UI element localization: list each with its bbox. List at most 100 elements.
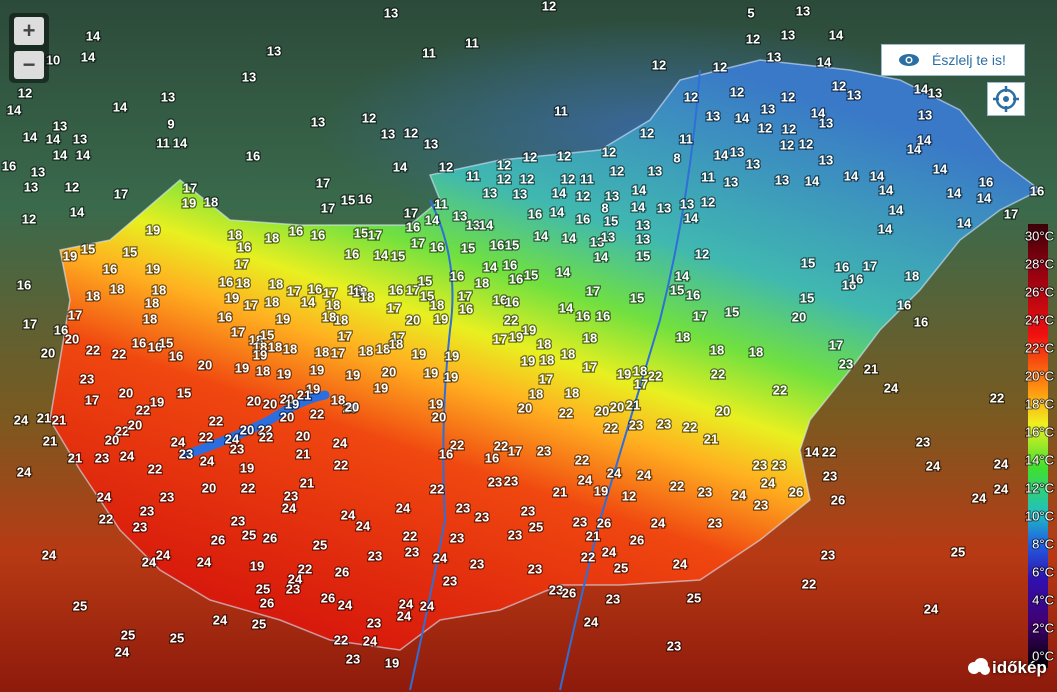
station-temperature: 14	[23, 129, 38, 144]
station-temperature: 14	[425, 212, 440, 227]
station-temperature: 19	[429, 396, 443, 411]
station-temperature: 16	[505, 294, 519, 309]
station-temperature: 18	[204, 194, 218, 209]
station-temperature: 14	[483, 259, 498, 274]
station-temperature: 19	[594, 483, 608, 498]
station-temperature: 16	[596, 308, 610, 323]
station-temperature: 20	[382, 364, 396, 379]
station-temperature: 23	[405, 544, 419, 559]
station-temperature: 13	[746, 156, 760, 171]
station-temperature: 25	[614, 560, 628, 575]
station-temperature: 13	[928, 85, 942, 100]
station-temperature: 13	[819, 152, 833, 167]
station-temperature: 24	[420, 598, 435, 613]
station-temperature: 22	[711, 366, 725, 381]
station-temperature: 14	[957, 215, 972, 230]
station-temperature: 23	[470, 556, 484, 571]
station-temperature: 11	[434, 196, 448, 211]
station-temperature: 12	[22, 211, 36, 226]
legend-label: 18°C	[1025, 396, 1054, 411]
station-temperature: 14	[556, 264, 571, 279]
station-temperature: 24	[926, 458, 941, 473]
station-temperature: 22	[334, 632, 348, 647]
station-temperature: 25	[121, 627, 135, 642]
station-temperature: 24	[607, 465, 622, 480]
station-temperature: 21	[586, 528, 600, 543]
station-temperature: 17	[316, 175, 330, 190]
station-temperature: 13	[267, 43, 281, 58]
station-temperature: 20	[432, 409, 446, 424]
station-temperature: 13	[242, 69, 256, 84]
station-temperature: 18	[540, 352, 554, 367]
station-temperature: 19	[434, 311, 448, 326]
station-temperature: 17	[508, 443, 522, 458]
zoom-in[interactable]: +	[14, 17, 44, 45]
station-temperature: 17	[244, 297, 258, 312]
station-temperature: 23	[537, 443, 551, 458]
station-temperature: 20	[128, 417, 142, 432]
station-temperature: 12	[695, 246, 709, 261]
legend-label: 0°C	[1032, 648, 1054, 663]
station-temperature: 23	[488, 474, 502, 489]
report-button[interactable]: Észlelj te is!	[881, 44, 1025, 76]
station-temperature: 23	[133, 519, 147, 534]
station-temperature: 23	[284, 488, 298, 503]
station-temperature: 24	[884, 380, 899, 395]
station-temperature: 22	[559, 405, 573, 420]
station-temperature: 23	[160, 489, 174, 504]
station-temperature: 23	[504, 473, 518, 488]
station-temperature: 13	[636, 231, 650, 246]
station-temperature: 22	[504, 312, 518, 327]
station-temperature: 23	[821, 547, 835, 562]
station-temperature: 15	[123, 244, 137, 259]
station-temperature: 13	[73, 131, 87, 146]
station-temperature: 11	[554, 103, 568, 118]
station-temperature: 22	[334, 457, 348, 472]
station-temperature: 19	[444, 369, 458, 384]
locate-button[interactable]	[987, 82, 1025, 116]
station-temperature: 23	[839, 356, 853, 371]
station-temperature: 18	[331, 392, 345, 407]
station-temperature: 14	[46, 131, 61, 146]
station-temperature: 22	[259, 429, 273, 444]
station-temperature: 19	[146, 222, 160, 237]
station-temperature: 18	[633, 363, 647, 378]
station-temperature: 12	[439, 159, 453, 174]
station-temperature: 17	[539, 371, 553, 386]
station-temperature: 19	[617, 366, 631, 381]
station-temperature: 23	[456, 500, 470, 515]
station-temperature: 16	[979, 174, 993, 189]
station-temperature: 18	[348, 282, 362, 297]
station-temperature: 17	[693, 308, 707, 323]
station-temperature: 17	[1004, 206, 1018, 221]
station-temperature: 14	[844, 168, 859, 183]
station-temperature: 15	[391, 248, 405, 263]
zoom-out[interactable]: −	[14, 51, 44, 79]
station-temperature: 17	[368, 227, 382, 242]
station-temperature: 16	[103, 261, 117, 276]
station-temperature: 18	[86, 288, 100, 303]
station-temperature: 20	[518, 400, 532, 415]
station-temperature: 23	[573, 514, 587, 529]
legend-label: 20°C	[1025, 368, 1054, 383]
station-temperature: 9	[167, 116, 174, 131]
station-temperature: 22	[136, 402, 150, 417]
station-temperature: 18	[228, 227, 242, 242]
station-temperature: 13	[918, 107, 932, 122]
station-temperature: 17	[23, 316, 37, 331]
station-temperature: 24	[156, 547, 171, 562]
station-temperature: 13	[657, 200, 671, 215]
station-temperature: 13	[384, 5, 398, 20]
station-temperature: 20	[240, 422, 254, 437]
station-temperature: 14	[559, 300, 574, 315]
station-temperature: 18	[430, 297, 444, 312]
station-temperature: 22	[298, 561, 312, 576]
station-temperature: 13	[466, 217, 480, 232]
station-temperature: 12	[561, 171, 575, 186]
station-temperature: 23	[753, 457, 767, 472]
station-temperature: 23	[231, 513, 245, 528]
station-temperature: 24	[602, 544, 617, 559]
station-temperature: 23	[368, 548, 382, 563]
station-temperature: 15	[81, 241, 95, 256]
station-temperature: 18	[143, 311, 157, 326]
